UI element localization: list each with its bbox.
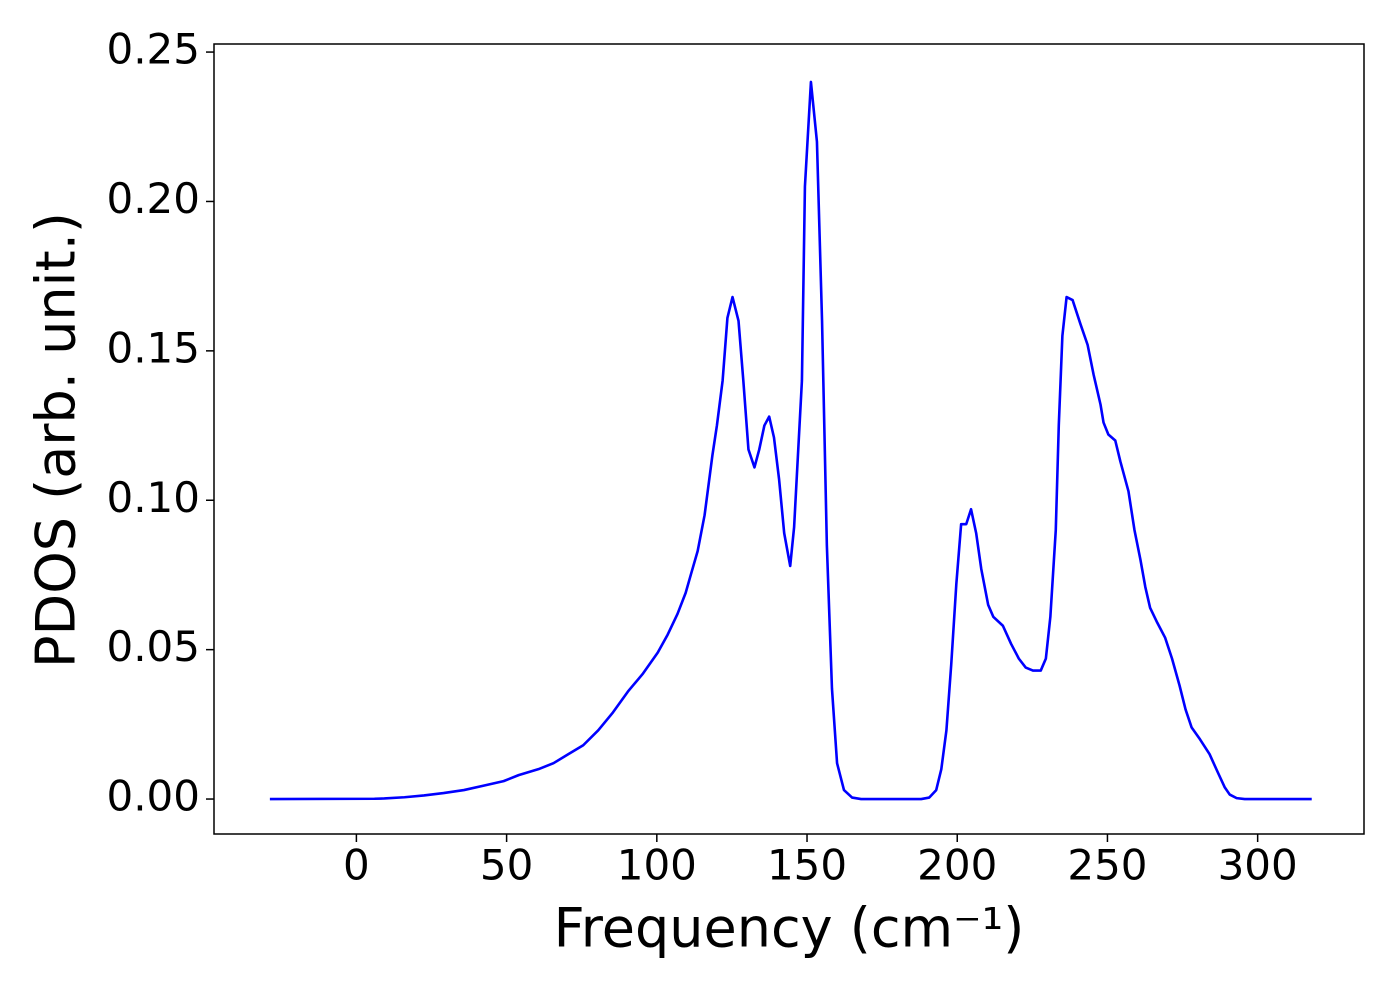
x-axis-label: Frequency (cm⁻¹) (554, 897, 1025, 960)
x-tick-label: 150 (767, 841, 847, 890)
x-tick-label: 100 (617, 841, 697, 890)
y-tick-label: 0.15 (106, 323, 200, 372)
x-tick-label: 0 (343, 841, 370, 890)
x-tick-label: 50 (480, 841, 533, 890)
y-tick-label: 0.00 (106, 772, 200, 821)
plot-frame (213, 43, 1365, 835)
pdos-line (269, 80, 1312, 801)
y-tick-label: 0.20 (106, 174, 200, 223)
y-axis-label: PDOS (arb. unit.) (25, 212, 88, 668)
x-tick-label: 250 (1067, 841, 1147, 890)
y-tick-label: 0.05 (106, 622, 200, 671)
x-tick-label: 300 (1218, 841, 1298, 890)
y-tick-label: 0.25 (106, 25, 200, 74)
x-tick-label: 200 (917, 841, 997, 890)
y-tick-label: 0.10 (106, 473, 200, 522)
